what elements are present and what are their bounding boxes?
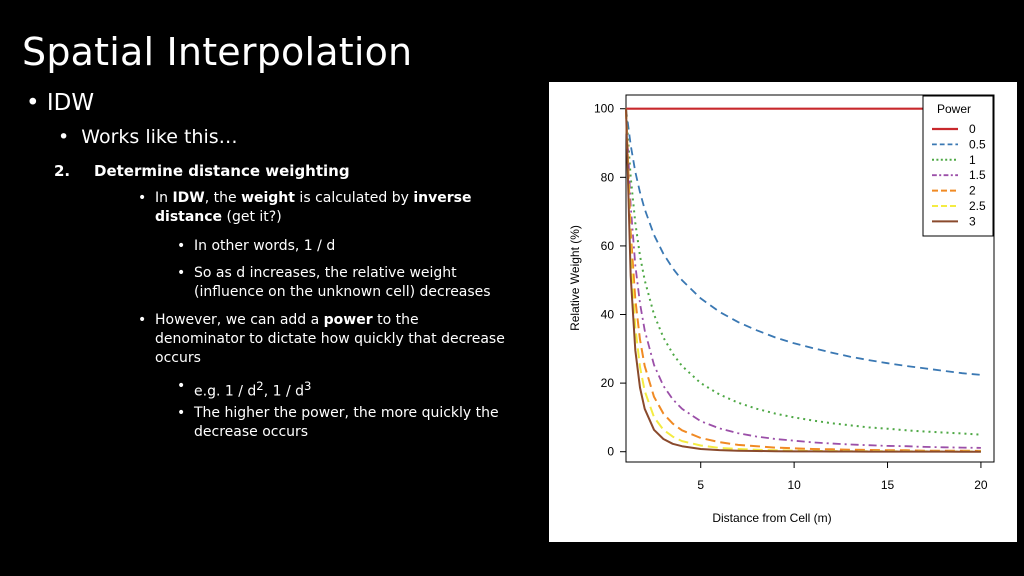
x-axis-label: Distance from Cell (m) (712, 511, 831, 525)
point-higher-power: • The higher the power, the more quickly… (177, 404, 499, 442)
y-axis-label: Relative Weight (%) (568, 225, 582, 331)
superscript: 2 (256, 379, 264, 393)
step-title: Determine distance weighting (94, 162, 350, 180)
x-tick-label: 5 (697, 478, 704, 492)
idw-chart: 0 20 40 60 80 100 5 10 15 20 Distance from Cell … (549, 82, 1017, 542)
text: In (155, 190, 173, 206)
point-line: e.g. 1 / d2, 1 / d3 (194, 377, 311, 402)
y-tick-label: 40 (601, 308, 615, 322)
text-bold: distance (155, 209, 223, 225)
point-other-words: • In other words, 1 / d (177, 237, 336, 256)
bullet-idw: • IDW (26, 90, 94, 116)
point-line: So as d increases, the relative weight (194, 265, 457, 281)
step-heading: 2. Determine distance weighting (54, 162, 350, 180)
y-tick-label: 20 (601, 376, 615, 390)
legend: Power 00.5 11.5 22.53 (922, 95, 994, 237)
text: to the (372, 312, 419, 328)
point-line: However, we can add a power to the (155, 311, 505, 330)
series-line-0.5 (625, 108, 981, 376)
point-example: • e.g. 1 / d2, 1 / d3 (177, 377, 311, 402)
series-line-1 (625, 108, 981, 436)
legend-label-2.5: 2.5 (969, 199, 986, 213)
bullet-dot: • (177, 265, 186, 281)
superscript: 3 (304, 379, 312, 393)
x-axis: 5 10 15 20 (697, 462, 988, 492)
point-line: denominator to dictate how quickly that … (155, 331, 505, 347)
legend-label-2: 2 (969, 184, 976, 198)
bullet-works-label: Works like this… (81, 126, 238, 148)
legend-title: Power (937, 102, 971, 116)
x-tick-label: 10 (787, 478, 801, 492)
text: is calculated by (294, 190, 414, 206)
y-tick-label: 0 (607, 445, 614, 459)
point-idw-weight: • In IDW, the weight is calculated by in… (138, 189, 471, 227)
point-line: occurs (155, 350, 201, 366)
point-line: (influence on the unknown cell) decrease… (194, 284, 491, 300)
legend-box (922, 95, 994, 237)
point-line: The higher the power, the more quickly t… (194, 405, 499, 421)
text-bold: power (323, 312, 373, 328)
bullet-dot: • (58, 126, 82, 148)
text-bold: IDW (172, 190, 205, 206)
bullet-dot: • (26, 90, 47, 116)
point-line: decrease occurs (194, 424, 309, 440)
legend-label-0.5: 0.5 (969, 137, 986, 151)
text-bold: inverse (413, 190, 472, 206)
y-tick-label: 60 (601, 239, 615, 253)
legend-label-1: 1 (969, 153, 976, 167)
series-line-3 (625, 108, 981, 453)
legend-label-0: 0 (969, 122, 976, 136)
point-line: In IDW, the weight is calculated by inve… (155, 189, 471, 208)
bullet-dot: • (177, 405, 186, 421)
text: However, we can add a (155, 312, 324, 328)
y-tick-label: 80 (601, 170, 615, 184)
y-tick-label: 100 (594, 102, 614, 116)
series-line-2 (625, 108, 981, 452)
bullet-works-like-this: • Works like this… (58, 126, 238, 148)
point-d-increases: • So as d increases, the relative weight… (177, 264, 491, 302)
point-line: In other words, 1 / d (194, 238, 336, 254)
plot-frame (625, 94, 995, 463)
bullet-dot: • (177, 238, 186, 254)
bullet-dot: • (177, 378, 186, 394)
y-axis: 0 20 40 60 80 100 (594, 102, 626, 459)
step-number: 2. (54, 162, 71, 180)
text: e.g. 1 / d (194, 383, 257, 400)
legend-label-1.5: 1.5 (969, 168, 986, 182)
text-bold: weight (241, 190, 295, 206)
point-line: distance (get it?) (155, 208, 471, 227)
text: , the (204, 190, 242, 206)
series-lines (625, 107, 981, 453)
slide-title: Spatial Interpolation (22, 30, 413, 74)
text: (get it?) (222, 209, 282, 225)
x-tick-label: 20 (974, 478, 988, 492)
legend-label-3: 3 (969, 214, 976, 228)
x-tick-label: 15 (881, 478, 895, 492)
bullet-dot: • (138, 190, 147, 206)
bullet-idw-label: IDW (46, 90, 95, 116)
series-line-1.5 (625, 108, 981, 449)
point-add-power: • However, we can add a power to the den… (138, 311, 505, 368)
bullet-dot: • (138, 312, 147, 328)
text: , 1 / d (263, 383, 304, 400)
